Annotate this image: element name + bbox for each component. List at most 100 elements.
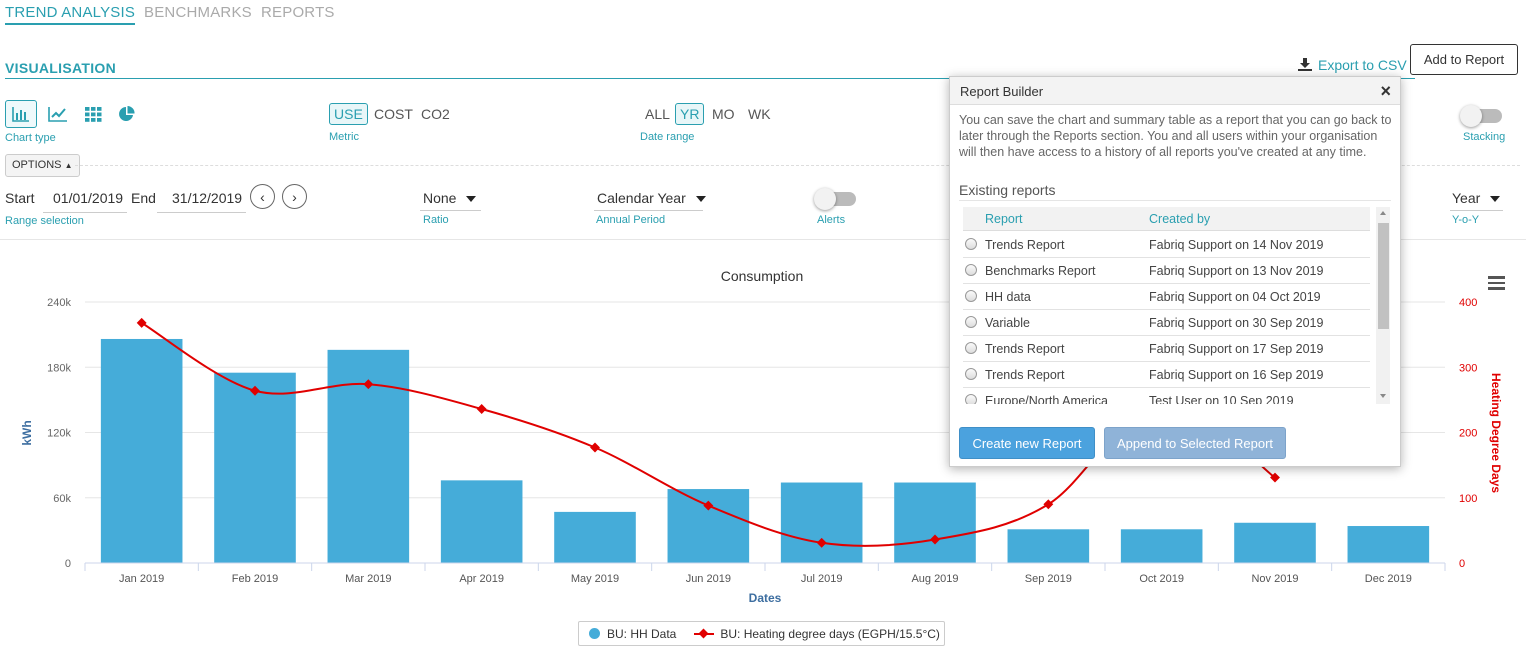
section-divider: [5, 78, 1415, 79]
x-tick-label: Dec 2019: [1365, 573, 1412, 585]
add-to-report-button[interactable]: Add to Report: [1410, 44, 1518, 75]
report-name: Europe/North America: [985, 394, 1108, 404]
line-chart-icon: [48, 107, 67, 122]
hdd-marker: [250, 385, 260, 396]
legend-bar-label[interactable]: BU: HH Data: [607, 626, 677, 641]
report-row[interactable]: Europe/North America Test User on 10 Sep …: [963, 388, 1370, 404]
report-name: HH data: [985, 290, 1031, 304]
dialog-header: Report Builder ×: [950, 77, 1400, 105]
next-range-button[interactable]: ›: [282, 184, 307, 209]
export-csv-link[interactable]: Export to CSV: [1298, 57, 1407, 73]
report-row[interactable]: Trends Report Fabriq Support on 17 Sep 20…: [963, 336, 1370, 362]
report-row[interactable]: Trends Report Fabriq Support on 16 Sep 20…: [963, 362, 1370, 388]
x-tick-label: Aug 2019: [911, 573, 958, 585]
col-report-header: Report: [985, 212, 1023, 226]
report-created-by: Fabriq Support on 30 Sep 2019: [1149, 316, 1324, 330]
report-radio[interactable]: [965, 238, 977, 250]
chart-type-line-button[interactable]: [42, 100, 74, 128]
chart-menu-icon[interactable]: [1488, 276, 1505, 293]
scrollbar-thumb[interactable]: [1378, 223, 1389, 329]
metric-label: Metric: [329, 131, 359, 143]
x-tick-label: Nov 2019: [1251, 573, 1298, 585]
tab-reports[interactable]: REPORTS: [261, 4, 335, 21]
report-name: Variable: [985, 316, 1030, 330]
alerts-toggle[interactable]: [814, 188, 856, 210]
options-button[interactable]: OPTIONS ▲: [5, 154, 80, 177]
y-tick-label: 120k: [47, 428, 71, 440]
options-divider: [75, 165, 1520, 166]
chart-type-bar-button[interactable]: [5, 100, 37, 128]
create-new-report-button[interactable]: Create new Report: [959, 427, 1095, 459]
annual-period-underline: [594, 210, 703, 211]
report-radio[interactable]: [965, 394, 977, 404]
tab-benchmarks[interactable]: BENCHMARKS: [144, 4, 252, 21]
controls-divider: [0, 239, 1526, 240]
chart-type-pie-button[interactable]: [110, 100, 142, 128]
scroll-down-icon[interactable]: [1380, 394, 1386, 398]
ratio-value: None: [423, 190, 457, 206]
x-tick-label: Jun 2019: [686, 573, 731, 585]
bar: [1234, 522, 1316, 563]
export-label: Export to CSV: [1318, 57, 1407, 73]
report-row[interactable]: Benchmarks Report Fabriq Support on 13 No…: [963, 258, 1370, 284]
y-tick-label: 240k: [47, 297, 71, 309]
x-tick-label: Feb 2019: [232, 573, 278, 585]
metric-use-option[interactable]: USE: [329, 103, 368, 125]
date-range-mo-option[interactable]: MO: [712, 106, 735, 122]
bar: [214, 372, 296, 563]
y-tick-label: 60k: [53, 493, 71, 505]
legend-bar-swatch: [589, 628, 600, 639]
consumption-chart: 0 60k 120k 180k 240k 0 100 200 300 400 Jan 2019 Feb…: [20, 268, 1503, 605]
yoy-underline: [1450, 210, 1503, 211]
date-range-wk-option[interactable]: WK: [748, 106, 771, 122]
report-row[interactable]: Variable Fabriq Support on 30 Sep 2019: [963, 310, 1370, 336]
metric-cost-option[interactable]: COST: [374, 106, 413, 122]
report-radio[interactable]: [965, 342, 977, 354]
report-radio[interactable]: [965, 264, 977, 276]
x-tick-label: Jul 2019: [801, 573, 843, 585]
report-radio[interactable]: [965, 316, 977, 328]
close-icon[interactable]: ×: [1380, 81, 1391, 101]
date-range-yr-option[interactable]: YR: [675, 103, 705, 125]
metric-co2-option[interactable]: CO2: [421, 106, 450, 122]
hdd-marker: [930, 534, 940, 545]
start-date-input[interactable]: 01/01/2019: [53, 190, 124, 206]
start-underline: [43, 212, 127, 213]
end-date-input[interactable]: 31/12/2019: [172, 190, 243, 206]
annual-period-select[interactable]: Calendar Year: [597, 190, 706, 206]
chart-type-grid-button[interactable]: [77, 100, 109, 128]
yoy-select[interactable]: Year: [1452, 190, 1501, 206]
legend-line-label[interactable]: BU: Heating degree days (EGPH/15.5°C): [720, 626, 940, 641]
existing-reports-divider: [959, 200, 1391, 201]
hdd-marker: [816, 537, 827, 548]
caret-down-icon: [1490, 196, 1501, 203]
bar: [667, 489, 750, 563]
axes: 0 60k 120k 180k 240k 0 100 200 300 400 Jan 2019 Feb…: [47, 297, 1477, 585]
bar: [100, 338, 183, 563]
yoy-label: Y-o-Y: [1452, 214, 1480, 226]
reports-table-header: Report Created by: [963, 207, 1370, 231]
hdd-marker: [476, 404, 487, 414]
ratio-underline: [420, 210, 481, 211]
report-row[interactable]: HH data Fabriq Support on 04 Oct 2019: [963, 284, 1370, 310]
report-radio[interactable]: [965, 290, 977, 302]
append-to-selected-report-button[interactable]: Append to Selected Report: [1104, 427, 1286, 459]
pie-chart-icon: [118, 105, 135, 121]
report-row[interactable]: Trends Report Fabriq Support on 14 Nov 20…: [963, 232, 1370, 258]
scroll-up-icon[interactable]: [1380, 211, 1386, 215]
chart-legend: BU: HH Data BU: Heating degree days (EGP…: [578, 621, 945, 646]
y2-tick-label: 300: [1459, 362, 1477, 374]
report-created-by: Test User on 10 Sep 2019: [1149, 394, 1294, 404]
options-label: OPTIONS: [12, 159, 62, 171]
date-range-all-option[interactable]: ALL: [645, 106, 670, 122]
report-name: Trends Report: [985, 342, 1065, 356]
prev-range-button[interactable]: ‹: [250, 184, 275, 209]
report-radio[interactable]: [965, 368, 977, 380]
yoy-value: Year: [1452, 190, 1481, 206]
x-tick-label: Oct 2019: [1139, 573, 1184, 585]
report-created-by: Fabriq Support on 13 Nov 2019: [1149, 264, 1324, 278]
tab-trend-analysis[interactable]: TREND ANALYSIS: [5, 4, 136, 25]
stacking-toggle[interactable]: [1460, 105, 1502, 127]
ratio-select[interactable]: None: [423, 190, 477, 206]
x-tick-label: Mar 2019: [345, 573, 391, 585]
